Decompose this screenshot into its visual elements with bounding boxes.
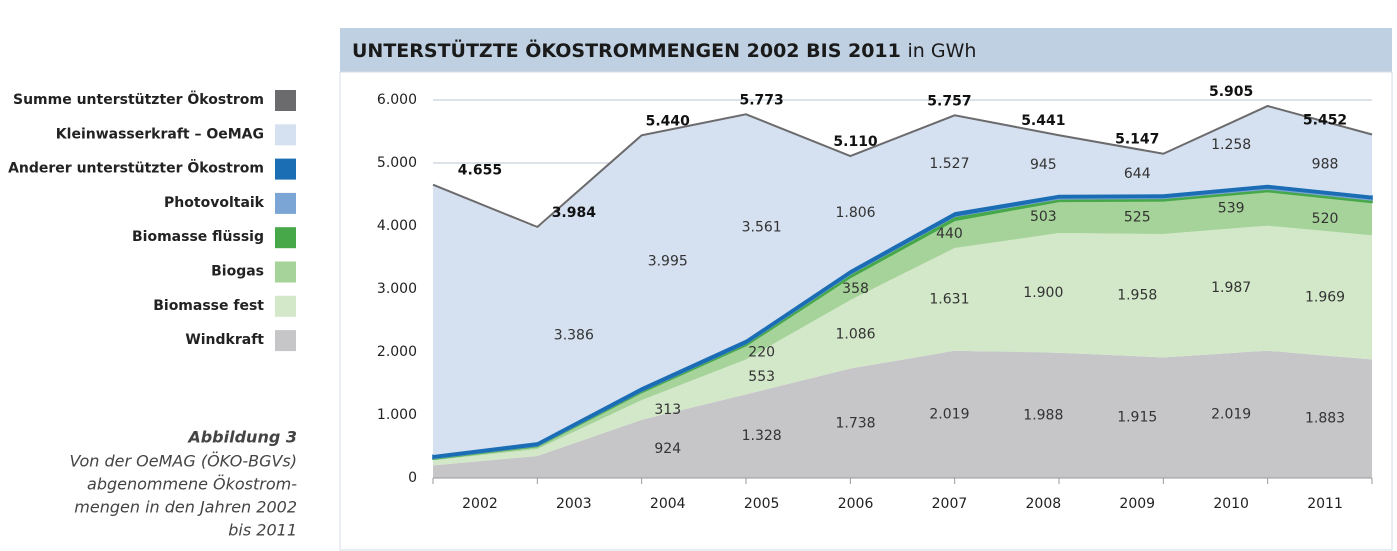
legend-swatch — [275, 330, 296, 352]
value-label: 1.258 — [1211, 137, 1251, 153]
legend-label: Biomasse fest — [153, 298, 264, 314]
y-tick-label: 1.000 — [377, 407, 417, 423]
value-label: 358 — [842, 281, 869, 297]
total-label: 5.110 — [833, 134, 878, 150]
chart-title: UNTERSTÜTZTE ÖKOSTROMMENGEN 2002 BIS 201… — [352, 38, 976, 62]
total-label: 4.655 — [458, 163, 502, 179]
value-label: 3.561 — [742, 219, 782, 235]
value-label: 2.019 — [929, 406, 969, 422]
legend-swatch — [275, 192, 296, 214]
total-label: 5.452 — [1303, 113, 1347, 129]
value-label: 1.328 — [742, 428, 782, 444]
total-label: 3.984 — [552, 205, 597, 221]
legend-swatch — [275, 261, 296, 283]
total-label: 5.757 — [927, 93, 971, 109]
value-label: 988 — [1312, 157, 1339, 173]
total-line — [432, 104, 1373, 229]
value-label: 644 — [1124, 166, 1151, 182]
value-label: 1.738 — [836, 415, 876, 431]
value-label: 1.631 — [929, 291, 969, 307]
x-tick-label: 2006 — [838, 496, 874, 512]
total-label: 5.440 — [646, 113, 691, 129]
caption-label: Abbildung 3 — [186, 428, 297, 447]
value-label: 1.958 — [1117, 288, 1157, 304]
x-tick-label: 2010 — [1213, 496, 1249, 512]
legend-label: Windkraft — [185, 332, 264, 348]
area — [433, 105, 1372, 456]
value-label: 525 — [1124, 209, 1151, 225]
legend-label: Summe unterstützter Ökostrom — [13, 90, 264, 108]
value-label: 1.900 — [1023, 285, 1063, 301]
value-label: 520 — [1312, 211, 1339, 227]
area — [433, 225, 1372, 466]
total-label: 5.773 — [740, 92, 784, 108]
total-label: 5.441 — [1021, 113, 1065, 129]
x-tick-label: 2003 — [556, 496, 592, 512]
y-tick-label: 3.000 — [377, 281, 417, 297]
value-label: 553 — [748, 369, 775, 385]
legend-swatch — [275, 158, 296, 180]
area — [433, 350, 1372, 478]
y-tick-label: 5.000 — [377, 155, 417, 171]
y-tick-label: 4.000 — [377, 218, 417, 234]
value-label: 1.988 — [1023, 407, 1063, 423]
x-tick-label: 2009 — [1119, 496, 1155, 512]
x-tick-label: 2004 — [650, 496, 686, 512]
total-label: 5.147 — [1115, 132, 1159, 148]
legend-label: Biomasse flüssig — [132, 229, 264, 245]
legend-label: Photovoltaik — [164, 195, 265, 211]
value-label: 2.019 — [1211, 406, 1251, 422]
value-label: 220 — [748, 345, 775, 361]
value-label: 1.915 — [1117, 410, 1157, 426]
legend-swatch — [275, 295, 296, 317]
value-label: 1.987 — [1211, 280, 1251, 296]
caption-line: bis 2011 — [228, 521, 297, 540]
value-label: 945 — [1030, 157, 1057, 173]
value-label: 1.527 — [929, 156, 969, 172]
legend-swatch — [275, 227, 296, 249]
total-label: 5.905 — [1209, 84, 1253, 100]
x-tick-label: 2008 — [1026, 496, 1062, 512]
y-tick-label: 2.000 — [377, 344, 417, 360]
caption-line: abgenommene Ökostrom- — [87, 475, 297, 494]
legend-label: Anderer unterstützter Ökostrom — [8, 159, 264, 177]
value-label: 503 — [1030, 209, 1057, 225]
x-tick-label: 2011 — [1307, 496, 1343, 512]
value-label: 3.386 — [554, 327, 594, 343]
x-tick-label: 2007 — [932, 496, 968, 512]
value-label: 539 — [1218, 201, 1245, 217]
value-label: 3.995 — [648, 253, 688, 269]
legend-swatch — [275, 90, 296, 111]
value-label: 440 — [936, 226, 963, 242]
y-tick-label: 6.000 — [377, 92, 417, 108]
x-tick-label: 2005 — [744, 496, 780, 512]
caption-line: mengen in den Jahren 2002 — [74, 498, 297, 517]
x-tick-label: 2002 — [462, 496, 498, 512]
value-label: 1.883 — [1305, 411, 1345, 427]
value-label: 1.086 — [836, 326, 876, 342]
area — [433, 191, 1372, 461]
legend-swatch — [275, 124, 296, 146]
value-label: 924 — [654, 441, 681, 457]
value-label: 313 — [654, 402, 681, 418]
title-banner — [340, 28, 1392, 72]
caption-line: Von der OeMAG (ÖKO-BGVs) — [69, 452, 297, 471]
unit-text: in GWh — [908, 40, 977, 62]
legend-label: Biogas — [211, 264, 264, 280]
value-label: 1.806 — [836, 205, 876, 221]
y-tick-label: 0 — [408, 470, 417, 486]
title-text: UNTERSTÜTZTE ÖKOSTROMMENGEN 2002 BIS 201… — [352, 38, 901, 62]
legend-label: Kleinwasserkraft – OeMAG — [56, 126, 264, 142]
value-label: 1.969 — [1305, 289, 1345, 305]
